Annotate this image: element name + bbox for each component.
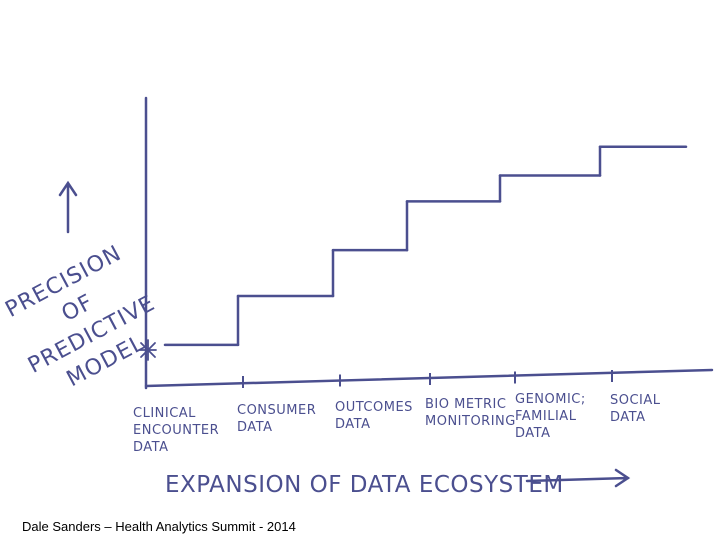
x-axis-label: EXPANSION OF DATA ECOSYSTEM (165, 472, 564, 498)
x-tick-label: SOCIAL DATA (610, 393, 661, 425)
right-arrow (525, 468, 631, 488)
x-tick-label: GENOMIC; FAMILIAL DATA (515, 392, 586, 441)
x-tick-label: CLINICAL ENCOUNTER DATA (133, 406, 220, 455)
x-tick-label: BIO METRIC MONITORING (425, 397, 516, 429)
asterisk (139, 339, 157, 361)
x-tick-label: OUTCOMES DATA (335, 400, 413, 432)
x-tick-label: CONSUMER DATA (237, 403, 317, 435)
up-arrow (58, 180, 78, 234)
footer: Dale Sanders – Health Analytics Summit -… (22, 519, 296, 534)
